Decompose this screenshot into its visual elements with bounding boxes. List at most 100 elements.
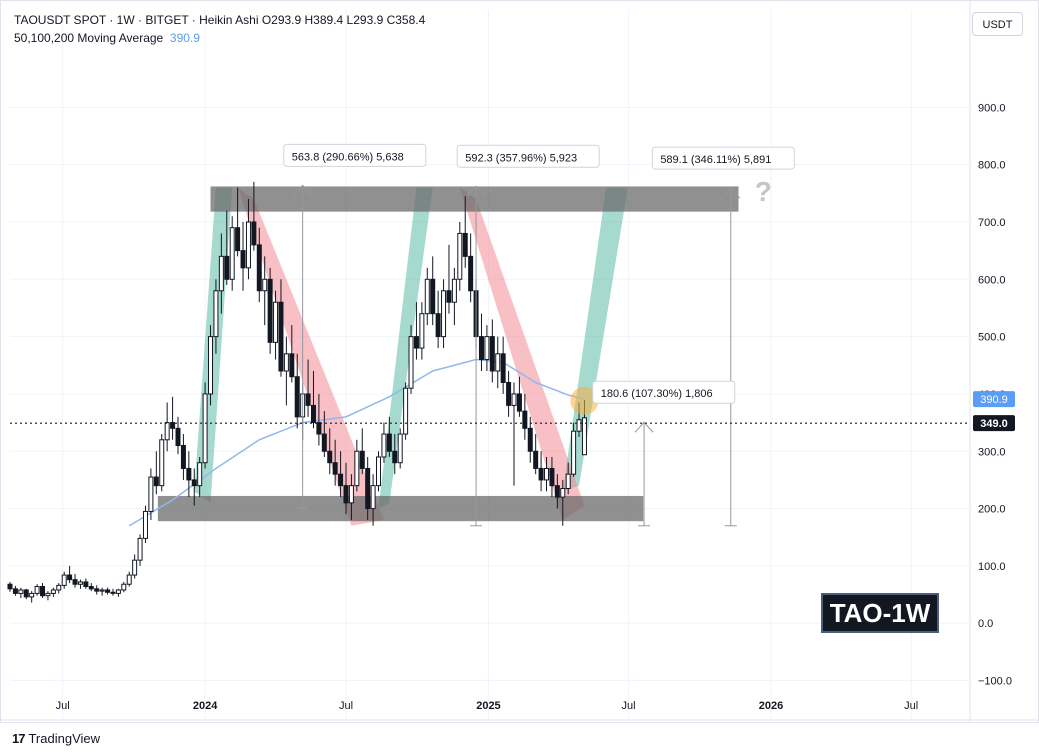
candle [554,485,560,498]
candle [506,381,512,406]
candle [159,439,165,487]
candle [408,336,414,389]
measure-label: 592.3 (357.96%) 5,923 [465,152,577,164]
candle [245,221,251,269]
candle [56,584,62,591]
candle [61,574,67,586]
candle [581,417,587,456]
highlight-circle [570,386,599,415]
candle [267,278,273,343]
candle [397,433,403,464]
candle [468,255,474,292]
candle [186,467,192,481]
candle [294,376,300,418]
candle [18,589,24,594]
y-tick-label: 500.0 [978,332,1006,344]
candle [240,250,246,269]
candle [381,433,387,458]
measure-arrowhead [466,185,486,197]
measure-label-box [456,144,600,168]
candle [180,445,186,469]
candle [305,393,311,406]
bear-range [459,187,585,521]
candle [224,255,230,280]
candle [67,574,73,581]
candle [110,591,116,594]
ma-label: 50,100,200 Moving Average [14,31,164,45]
candle [316,422,322,435]
candle [121,583,127,591]
candle [278,301,284,372]
candle [424,278,430,315]
y-tick-label: 600.0 [978,274,1006,286]
candle [544,467,550,481]
candle [376,456,382,487]
measure-label: 563.8 (290.66%) 5,638 [292,151,404,163]
candle [441,290,447,338]
y-tick-label: 200.0 [978,504,1006,516]
ma-price-tag [973,391,1015,408]
symbol-info: TAOUSDT SPOT · 1W · BITGET · Heikin Ashi… [14,13,426,27]
candle [571,430,577,475]
indicator-legend: 50,100,200 Moving Average 390.9 [14,31,200,45]
candle [23,589,29,598]
candle [72,579,78,585]
measure-arrowhead [634,421,654,433]
candle [565,473,571,490]
candle [457,232,463,280]
candle [511,393,517,406]
x-tick-label: Jul [622,700,636,712]
candle [392,450,398,464]
candle [40,586,46,597]
candle [137,537,143,561]
measure-label-box [283,143,427,167]
candle [343,485,349,504]
bear-range [237,187,384,526]
candle [88,586,94,590]
candle [218,255,224,292]
candle [527,427,533,452]
y-tick-label: 300.0 [978,446,1006,458]
y-tick-label: 800.0 [978,160,1006,172]
candle [446,290,452,303]
candle [45,592,51,597]
x-tick-label: Jul [56,700,70,712]
candle [576,419,582,432]
candle [175,427,181,447]
candle [197,462,203,487]
candle [310,404,316,424]
measure-label: 180.6 (107.30%) 1,806 [601,388,713,400]
x-tick-label: 2024 [193,700,218,712]
candle [105,589,111,593]
candle [262,278,268,292]
currency-button[interactable]: USDT [972,12,1023,36]
candle [164,422,170,441]
candle [386,433,392,452]
question-mark: ? [755,176,772,207]
y-tick-label: 700.0 [978,217,1006,229]
candle [99,589,105,592]
candle [359,450,365,469]
candle [419,313,425,349]
y-tick-label: 100.0 [978,561,1006,573]
candle [170,422,176,429]
x-tick-label: 2025 [476,700,500,712]
measure-label-box [592,380,736,404]
candle [148,476,154,512]
tradingview-name: TradingView [28,731,101,746]
candle [430,278,436,315]
bull-range [378,187,433,509]
candle [229,227,235,280]
candle [208,336,214,395]
candle [560,488,566,498]
candle [348,485,354,504]
candle [321,433,327,452]
y-tick-label: −100.0 [978,676,1012,688]
candle [500,353,506,383]
candle [29,592,35,598]
tradingview-logo[interactable]: 17 TradingView [12,731,100,746]
measure-label-box [651,146,795,170]
price-zone [157,495,644,522]
candle [142,510,148,539]
